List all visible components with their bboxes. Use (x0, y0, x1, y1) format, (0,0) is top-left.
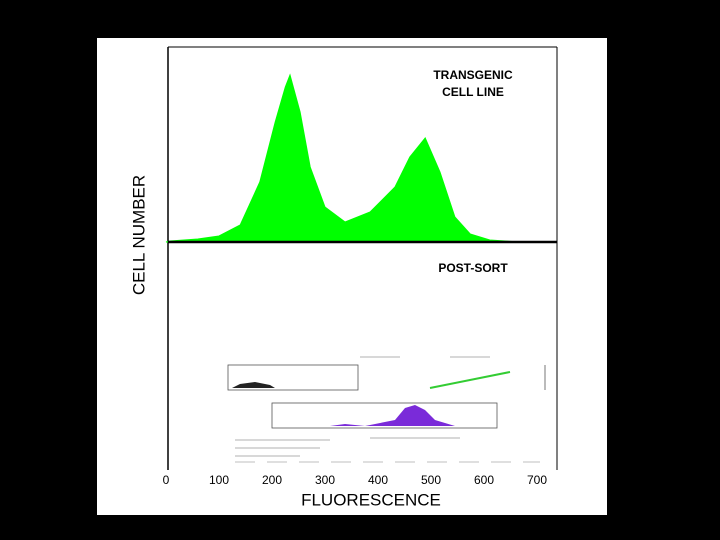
x-tick-label: 500 (421, 473, 441, 487)
x-tick-label: 300 (315, 473, 335, 487)
plot-frame (167, 46, 558, 470)
x-tick-label: 0 (163, 473, 170, 487)
x-tick-label: 700 (527, 473, 547, 487)
embedded-screenshot (227, 356, 546, 463)
x-tick-label: 100 (209, 473, 229, 487)
x-axis-label: FLUORESCENCE (301, 490, 441, 509)
panel-background (97, 38, 607, 515)
annotation-line: TRANSGENIC (433, 68, 513, 82)
y-axis-label: CELL NUMBER (129, 175, 148, 295)
annotation: POST-SORT (438, 261, 508, 275)
histogram-area (165, 73, 521, 243)
x-tick-label: 200 (262, 473, 282, 487)
x-tick-label: 400 (368, 473, 388, 487)
annotation-line: CELL LINE (442, 85, 504, 99)
x-tick-label: 600 (474, 473, 494, 487)
